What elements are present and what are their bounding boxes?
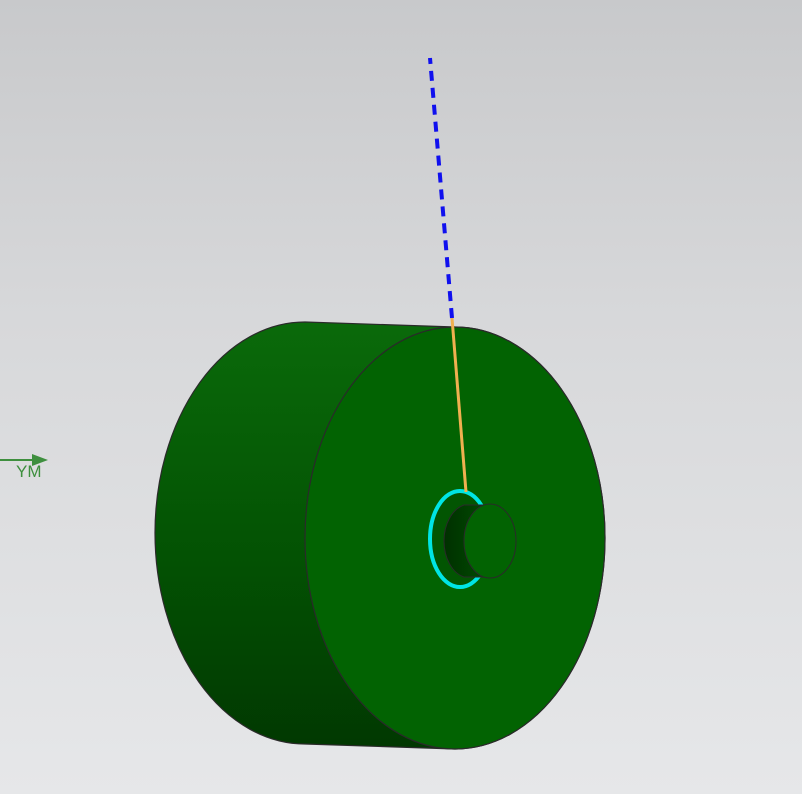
- hub-boss-front-face[interactable]: [463, 503, 517, 579]
- triad-ym-label: YM: [16, 462, 42, 481]
- direction-vector[interactable]: [450, 317, 468, 493]
- triad-ym-arrow[interactable]: [0, 454, 48, 466]
- dashed-axis-line: [428, 57, 454, 319]
